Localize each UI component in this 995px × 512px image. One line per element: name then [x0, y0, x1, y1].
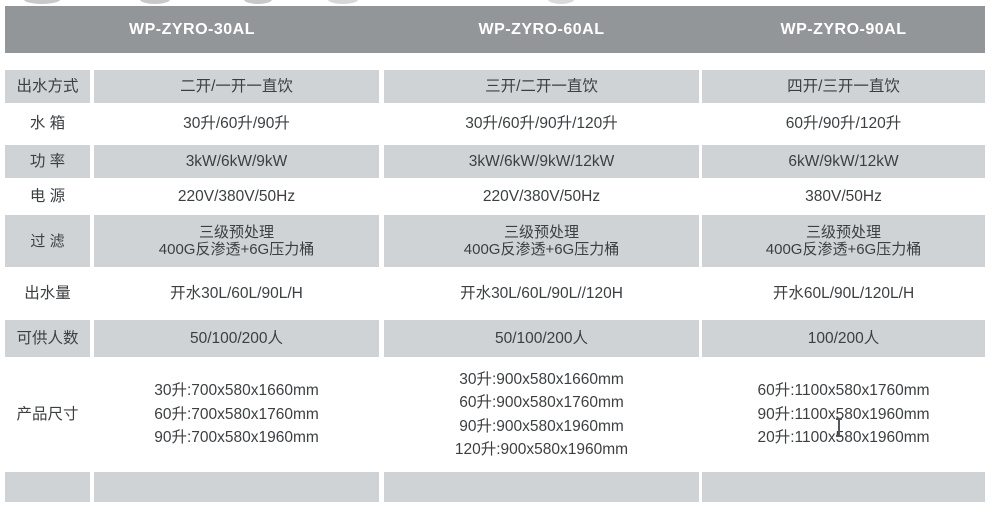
cell-60al-empty [384, 472, 699, 502]
column-gutter [90, 215, 94, 267]
table-row-filtration: 过 滤 三级预处理 400G反渗透+6G压力桶 三级预处理 400G反渗透+6G… [5, 215, 985, 267]
cell-30al-output: 开水30L/60L/90L/H [94, 267, 379, 320]
column-title: WP-ZYRO-90AL [780, 20, 907, 38]
table-row-power: 功 率 3kW/6kW/9kW 3kW/6kW/9kW/12kW 6kW/9kW… [5, 145, 985, 178]
column-gutter [379, 103, 384, 145]
text-cursor-artifact [836, 418, 842, 437]
column-header-wp-zyro-60al: WP-ZYRO-60AL [384, 6, 699, 53]
table-row-product-dimensions: 产品尺寸 30升:700x580x1660mm 60升:700x580x1760… [5, 357, 985, 472]
table-row-water-output: 出水量 开水30L/60L/90L/H 开水30L/60L/90L//120H … [5, 267, 985, 320]
column-header-wp-zyro-90al: WP-ZYRO-90AL [702, 6, 985, 53]
column-gutter [699, 145, 702, 178]
cropped-image-artifact [140, 0, 170, 4]
column-gutter [379, 145, 384, 178]
row-label-empty [5, 472, 90, 502]
cell-60al-tank: 30升/60升/90升/120升 [384, 103, 699, 145]
row-label: 出水量 [5, 267, 90, 320]
column-gutter [90, 267, 94, 320]
column-gutter [379, 178, 384, 215]
cell-30al-supply: 220V/380V/50Hz [94, 178, 379, 215]
column-gutter [90, 357, 94, 472]
row-label: 过 滤 [5, 215, 90, 267]
column-gutter [90, 472, 94, 502]
cell-60al-capacity: 50/100/200人 [384, 320, 699, 357]
column-gutter [699, 215, 702, 267]
column-gutter [379, 472, 384, 502]
cell-30al-outlet-mode: 二开/一开一直饮 [94, 70, 379, 103]
column-gutter [379, 357, 384, 472]
cell-60al-outlet-mode: 三开/二开一直饮 [384, 70, 699, 103]
column-gutter [699, 70, 702, 103]
column-gutter [90, 320, 94, 357]
column-title: WP-ZYRO-60AL [478, 20, 605, 38]
cell-60al-supply: 220V/380V/50Hz [384, 178, 699, 215]
cell-60al-power: 3kW/6kW/9kW/12kW [384, 145, 699, 178]
cell-60al-output: 开水30L/60L/90L//120H [384, 267, 699, 320]
cell-30al-power: 3kW/6kW/9kW [94, 145, 379, 178]
column-gutter [699, 357, 702, 472]
table-row-serving-capacity: 可供人数 50/100/200人 50/100/200人 100/200人 [5, 320, 985, 357]
cropped-image-artifact [244, 0, 272, 4]
column-gutter [90, 145, 94, 178]
row-label: 产品尺寸 [5, 357, 90, 472]
cell-90al-capacity: 100/200人 [702, 320, 985, 357]
row-label: 功 率 [5, 145, 90, 178]
cell-90al-tank: 60升/90升/120升 [702, 103, 985, 145]
row-label: 电 源 [5, 178, 90, 215]
cell-90al-outlet-mode: 四开/三开一直饮 [702, 70, 985, 103]
column-header-wp-zyro-30al: WP-ZYRO-30AL [5, 6, 379, 53]
table-row-water-tank: 水 箱 30升/60升/90升 30升/60升/90升/120升 60升/90升… [5, 103, 985, 145]
cell-90al-filtration: 三级预处理 400G反渗透+6G压力桶 [702, 215, 985, 267]
cell-30al-tank: 30升/60升/90升 [94, 103, 379, 145]
column-gutter [379, 267, 384, 320]
spec-table-body: 出水方式 二开/一开一直饮 三开/二开一直饮 四开/三开一直饮 水 箱 30升/… [5, 70, 985, 502]
column-gutter [699, 267, 702, 320]
cell-30al-filtration: 三级预处理 400G反渗透+6G压力桶 [94, 215, 379, 267]
cell-90al-output: 开水60L/90L/120L/H [702, 267, 985, 320]
cell-90al-supply: 380V/50Hz [702, 178, 985, 215]
column-gutter [699, 472, 702, 502]
table-row-power-supply: 电 源 220V/380V/50Hz 220V/380V/50Hz 380V/5… [5, 178, 985, 215]
column-gutter [90, 178, 94, 215]
row-label: 可供人数 [5, 320, 90, 357]
cell-30al-dimensions: 30升:700x580x1660mm 60升:700x580x1760mm 90… [94, 357, 379, 472]
column-title: WP-ZYRO-30AL [129, 20, 255, 38]
cell-30al-capacity: 50/100/200人 [94, 320, 379, 357]
cell-90al-empty [702, 472, 985, 502]
cell-90al-dimensions: 60升:1100x580x1760mm 90升:1100x580x1960mm … [702, 357, 985, 472]
cropped-image-artifact [328, 0, 358, 4]
column-gutter [90, 103, 94, 145]
cell-60al-filtration: 三级预处理 400G反渗透+6G压力桶 [384, 215, 699, 267]
column-gutter [379, 320, 384, 357]
table-header-bar: WP-ZYRO-30AL WP-ZYRO-60AL WP-ZYRO-90AL [5, 6, 985, 53]
row-label: 水 箱 [5, 103, 90, 145]
row-label: 出水方式 [5, 70, 90, 103]
cropped-image-artifact [548, 0, 574, 4]
column-gutter [379, 215, 384, 267]
table-row-empty [5, 472, 985, 502]
cell-90al-power: 6kW/9kW/12kW [702, 145, 985, 178]
cropped-image-artifact [24, 0, 60, 4]
column-gutter [699, 320, 702, 357]
column-gutter [699, 103, 702, 145]
column-gutter [379, 70, 384, 103]
column-gutter [699, 178, 702, 215]
cell-60al-dimensions: 30升:900x580x1660mm 60升:900x580x1760mm 90… [384, 357, 699, 472]
cell-30al-empty [94, 472, 379, 502]
column-gutter [90, 70, 94, 103]
table-row-water-outlet-mode: 出水方式 二开/一开一直饮 三开/二开一直饮 四开/三开一直饮 [5, 70, 985, 103]
